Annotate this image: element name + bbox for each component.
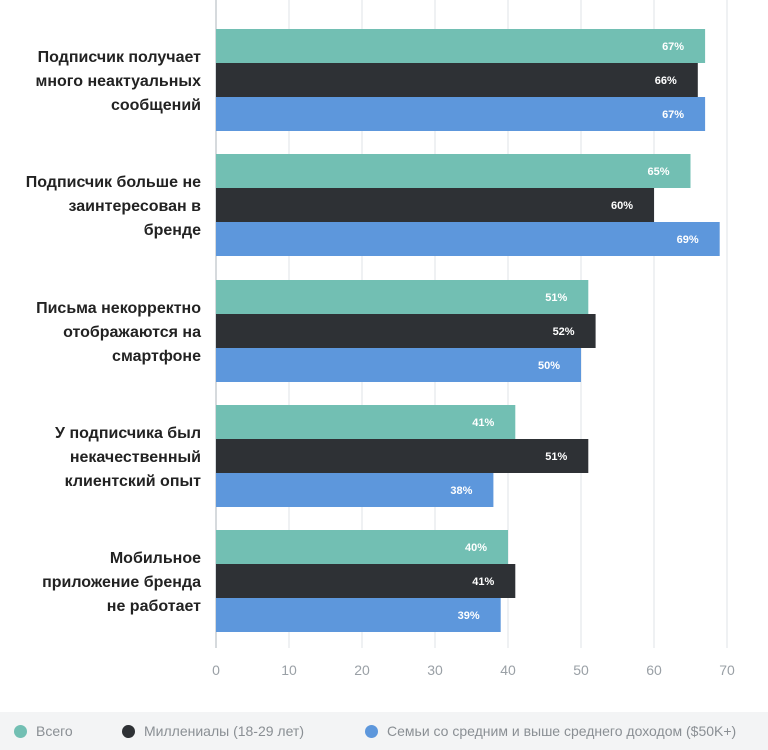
category-label-line: отображаются на: [63, 324, 201, 341]
category-label-line: Мобильное: [110, 550, 201, 567]
value-label-millennials-1: 66%: [655, 75, 677, 87]
value-label-total-2: 65%: [647, 166, 669, 178]
x-tick-label-60: 60: [646, 662, 662, 678]
bar-families-1: [216, 97, 706, 131]
x-tick-label-40: 40: [500, 662, 516, 678]
category-label-line: клиентский опыт: [65, 473, 202, 490]
legend-item-families: Семьи со средним и выше среднего доходом…: [365, 723, 736, 739]
category-label-line: Подписчик больше не: [26, 174, 201, 191]
x-tick-label-50: 50: [573, 662, 589, 678]
bar-millennials-5: [216, 564, 516, 598]
legend: Всего Миллениалы (18-29 лет) Семьи со ср…: [0, 712, 768, 750]
value-label-families-5: 39%: [458, 610, 480, 622]
value-label-families-4: 38%: [450, 485, 472, 497]
x-tick-label-30: 30: [427, 662, 443, 678]
category-label-line: Подписчик получает: [38, 49, 202, 66]
bar-families-3: [216, 348, 581, 382]
bar-total-2: [216, 154, 691, 188]
category-label-line: бренде: [144, 222, 201, 239]
value-label-families-3: 50%: [538, 360, 560, 372]
x-tick-label-70: 70: [719, 662, 735, 678]
value-label-millennials-3: 52%: [553, 326, 575, 338]
value-label-total-5: 40%: [465, 542, 487, 554]
bar-total-3: [216, 280, 589, 314]
category-label-line: заинтересован в: [69, 198, 202, 215]
legend-item-total: Всего: [14, 723, 73, 739]
bar-millennials-1: [216, 63, 698, 97]
category-label-1: Подписчик получает много неактуальных сооб…: [36, 49, 202, 114]
category-label-line: некачественный: [70, 449, 201, 466]
legend-label-total: Всего: [36, 723, 73, 739]
bar-families-2: [216, 222, 720, 256]
legend-dot-millennials: [122, 724, 135, 738]
value-label-millennials-2: 60%: [611, 200, 633, 212]
value-label-millennials-5: 41%: [472, 576, 494, 588]
category-label-line: У подписчика был: [55, 425, 201, 442]
value-label-families-1: 67%: [662, 109, 684, 121]
category-label-3: Письма некорректно отображаются на смартфо…: [36, 300, 201, 365]
x-tick-label-10: 10: [281, 662, 297, 678]
legend-dot-total: [14, 724, 27, 738]
x-tick-label-20: 20: [354, 662, 370, 678]
value-label-millennials-4: 51%: [545, 451, 567, 463]
category-label-line: сообщений: [111, 97, 201, 114]
category-label-line: смартфоне: [112, 348, 201, 365]
bar-families-5: [216, 598, 501, 632]
category-label-5: Мобильное приложение бренда не работает: [42, 550, 201, 615]
category-label-line: приложение бренда: [42, 574, 201, 591]
value-label-total-1: 67%: [662, 41, 684, 53]
category-label-2: Подписчик больше не заинтересован в бренде: [26, 174, 201, 239]
bar-total-1: [216, 29, 706, 63]
value-label-families-2: 69%: [677, 234, 699, 246]
category-label-4: У подписчика был некачественный клиентский…: [55, 425, 201, 490]
legend-label-families: Семьи со средним и выше среднего доходом…: [387, 723, 737, 739]
legend-label-millennials: Миллениалы (18-29 лет): [144, 723, 304, 739]
value-label-total-4: 41%: [472, 417, 494, 429]
category-label-line: Письма некорректно: [36, 300, 201, 317]
category-label-line: много неактуальных: [36, 73, 202, 90]
bar-chart: 0 10 20 30 40 50 60 70 Подписчик получает много н…: [26, 0, 735, 678]
category-label-line: не работает: [107, 598, 201, 615]
x-tick-label-0: 0: [212, 662, 220, 678]
value-label-total-3: 51%: [545, 292, 567, 304]
bar-total-5: [216, 530, 508, 564]
legend-dot-families: [365, 724, 378, 738]
bar-families-4: [216, 473, 494, 507]
bar-total-4: [216, 405, 516, 439]
legend-item-millennials: Миллениалы (18-29 лет): [122, 723, 304, 739]
bar-millennials-4: [216, 439, 589, 473]
bar-millennials-2: [216, 188, 654, 222]
bar-millennials-3: [216, 314, 596, 348]
